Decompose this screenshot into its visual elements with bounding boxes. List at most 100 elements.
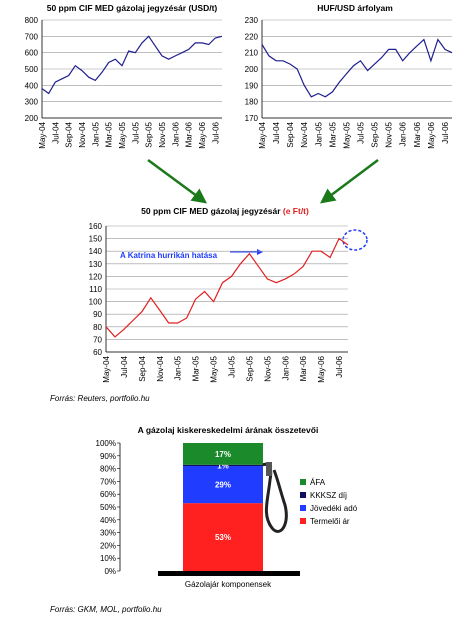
- arrow: [320, 159, 379, 204]
- x-tick-label: Mar-05: [192, 355, 201, 381]
- y-tick-label: 140: [89, 247, 103, 256]
- x-tick-label: Nov-05: [263, 355, 272, 381]
- arrow: [147, 158, 208, 204]
- y-tick-label: 120: [89, 272, 103, 281]
- bar-segment: [183, 464, 263, 467]
- pump-nozzle: [266, 462, 272, 476]
- y-tick-label: 170: [245, 114, 259, 123]
- y-tick-label: 220: [245, 32, 259, 41]
- highlight-circle: [342, 229, 368, 251]
- x-tick-label: Jul-05: [131, 121, 140, 143]
- y-tick-label: 150: [89, 235, 103, 244]
- x-tick-label: Mar-06: [299, 355, 308, 381]
- legend-label: ÁFA: [310, 478, 326, 487]
- x-tick-label: Sep-04: [286, 121, 295, 147]
- y-tick-label: 800: [25, 16, 39, 25]
- y-tick-label: 50%: [100, 503, 116, 512]
- x-tick-label: Gázolajár komponensek: [185, 580, 272, 589]
- x-tick-label: May-04: [38, 121, 47, 148]
- y-tick-label: 500: [25, 65, 39, 74]
- pump-hose: [261, 462, 288, 533]
- x-tick-label: May-04: [258, 121, 267, 148]
- y-tick-label: 90%: [100, 452, 116, 461]
- x-tick-label: Sep-05: [245, 355, 254, 381]
- value-label: 53%: [215, 533, 231, 542]
- y-tick-label: 110: [89, 285, 102, 294]
- y-tick-label: 300: [25, 98, 39, 107]
- x-tick-label: Mar-05: [105, 121, 114, 147]
- chart-title: HUF/USD árfolyam: [317, 3, 393, 13]
- x-tick-label: Sep-05: [145, 121, 154, 147]
- x-tick-label: Jul-05: [357, 121, 366, 143]
- x-tick-label: Jul-05: [227, 355, 236, 377]
- y-tick-label: 200: [245, 65, 259, 74]
- pump-base: [158, 571, 300, 576]
- x-tick-label: Nov-05: [385, 121, 394, 147]
- bar-segment: [183, 503, 263, 571]
- legend-swatch: [300, 518, 306, 524]
- y-tick-label: 60%: [100, 490, 116, 499]
- source: Forrás: Reuters, portfolio.hu: [50, 394, 150, 403]
- data-line: [105, 237, 349, 338]
- y-tick-label: 30%: [100, 529, 116, 538]
- x-tick-label: May-06: [427, 121, 436, 148]
- x-tick-label: Nov-04: [78, 121, 87, 147]
- title-text: 50 ppm CIF MED gázolaj jegyzésár: [141, 206, 283, 216]
- x-tick-label: Jan-05: [174, 355, 183, 380]
- x-tick-label: Jul-04: [120, 355, 129, 377]
- y-tick-label: 100%: [96, 439, 116, 448]
- x-tick-label: Jul-06: [211, 121, 220, 143]
- y-tick-label: 180: [245, 98, 259, 107]
- y-tick-label: 400: [25, 81, 39, 90]
- y-tick-label: 0%: [104, 567, 116, 576]
- y-tick-label: 160: [89, 222, 103, 231]
- y-tick-label: 230: [245, 16, 259, 25]
- x-tick-label: May-05: [342, 121, 351, 148]
- x-tick-label: Jul-04: [51, 121, 60, 143]
- x-tick-label: Jan-06: [171, 121, 180, 146]
- x-tick-label: May-05: [210, 355, 219, 382]
- y-tick-label: 20%: [100, 541, 116, 550]
- bar-segment: [183, 443, 263, 465]
- x-tick-label: May-06: [198, 121, 207, 148]
- y-tick-label: 100: [89, 298, 103, 307]
- x-tick-label: Jul-06: [441, 121, 450, 143]
- legend-swatch: [300, 492, 306, 498]
- y-tick-label: 60: [93, 348, 102, 357]
- x-tick-label: Jan-06: [399, 121, 408, 146]
- x-tick-label: Mar-06: [413, 121, 422, 147]
- x-tick-label: Sep-05: [371, 121, 380, 147]
- y-tick-label: 130: [89, 260, 103, 269]
- y-tick-label: 80: [93, 323, 102, 332]
- x-tick-label: Jan-06: [281, 355, 290, 380]
- x-tick-label: May-05: [118, 121, 127, 148]
- y-tick-label: 70%: [100, 477, 116, 486]
- y-tick-label: 80%: [100, 465, 116, 474]
- y-tick-label: 90: [93, 310, 102, 319]
- value-label: 17%: [215, 450, 231, 459]
- legend-swatch: [300, 505, 306, 511]
- y-tick-label: 70: [93, 335, 102, 344]
- x-tick-label: Sep-04: [65, 121, 74, 147]
- y-tick-label: 600: [25, 49, 39, 58]
- x-tick-label: Jan-05: [314, 121, 323, 146]
- x-tick-label: May-04: [102, 355, 111, 382]
- x-tick-label: Jul-04: [272, 121, 281, 143]
- x-tick-label: Jan-05: [91, 121, 100, 146]
- title-unit: (e Ft/t): [283, 206, 309, 216]
- chart-title: 50 ppm CIF MED gázolaj jegyzésár (USD/t): [47, 3, 218, 13]
- x-tick-label: Mar-05: [328, 121, 337, 147]
- legend-label: Jövedéki adó: [310, 504, 358, 513]
- x-tick-label: Nov-04: [156, 355, 165, 381]
- x-tick-label: Jul-06: [335, 355, 344, 377]
- y-tick-label: 190: [245, 81, 259, 90]
- y-tick-label: 210: [245, 49, 259, 58]
- x-tick-label: May-06: [317, 355, 326, 382]
- y-tick-label: 10%: [100, 554, 116, 563]
- source: Forrás: GKM, MOL, portfolio.hu: [50, 605, 162, 614]
- x-tick-label: Nov-04: [300, 121, 309, 147]
- y-tick-label: 200: [25, 114, 39, 123]
- x-tick-label: Nov-05: [158, 121, 167, 147]
- data-line: [41, 35, 223, 95]
